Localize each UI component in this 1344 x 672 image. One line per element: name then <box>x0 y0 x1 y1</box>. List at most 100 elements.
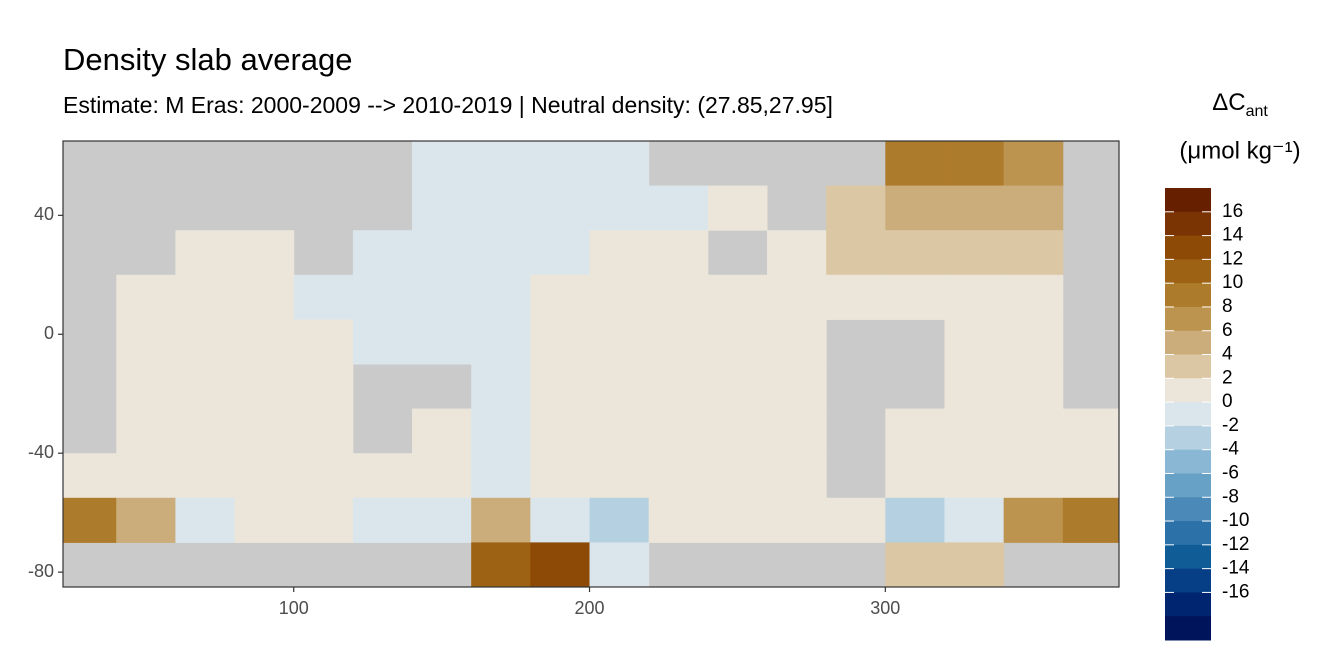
legend-label: 6 <box>1222 320 1233 341</box>
legend-swatch <box>1165 521 1211 546</box>
raster-cell <box>944 141 1005 187</box>
legend-swatch <box>1165 378 1211 403</box>
raster-cell <box>175 319 236 365</box>
raster-cell <box>293 319 354 365</box>
raster-cell <box>234 230 295 276</box>
raster-cell <box>707 497 768 543</box>
legend-label: 14 <box>1222 225 1244 246</box>
raster-cell <box>1003 185 1064 231</box>
legend-title-main: ΔC <box>1212 89 1245 116</box>
raster-cell <box>234 319 295 365</box>
raster-cell <box>471 274 531 320</box>
raster-cell <box>234 453 295 499</box>
raster-cell <box>471 497 531 543</box>
legend-label: -12 <box>1222 534 1249 555</box>
legend-swatch <box>1165 616 1211 641</box>
raster-cell <box>234 274 295 320</box>
raster-cell <box>1003 497 1064 543</box>
raster-cell <box>63 453 117 499</box>
raster-cell <box>944 185 1005 231</box>
legend-label: 8 <box>1222 296 1233 317</box>
raster-cell <box>412 408 472 454</box>
legend-swatch <box>1165 259 1211 284</box>
raster-cell <box>530 453 591 499</box>
raster-cell <box>1062 497 1119 543</box>
raster-cell <box>175 230 236 276</box>
raster-cell <box>175 408 236 454</box>
raster-cell <box>944 453 1005 499</box>
raster-cell <box>471 185 531 231</box>
raster-cell <box>767 453 827 499</box>
legend-swatch <box>1165 235 1211 260</box>
raster-cell <box>1003 408 1064 454</box>
legend-label: -4 <box>1222 439 1239 460</box>
raster-cell <box>116 274 176 320</box>
raster-cell <box>944 274 1005 320</box>
raster-cell <box>589 453 650 499</box>
raster-cell <box>1003 230 1064 276</box>
raster-cell <box>471 542 531 587</box>
raster-cell <box>530 141 591 187</box>
legend-swatch <box>1165 568 1211 593</box>
y-tick-label: 40 <box>34 204 54 224</box>
raster-cell <box>234 364 295 410</box>
raster-cell <box>352 230 413 276</box>
legend-title: ΔCant <box>1212 89 1268 120</box>
legend-swatch <box>1165 330 1211 356</box>
raster-cell <box>767 319 827 365</box>
raster-cell <box>530 185 591 231</box>
raster-cell <box>293 497 354 543</box>
raster-cell <box>885 408 945 454</box>
raster-cell <box>471 408 531 454</box>
raster-cell <box>1003 319 1064 365</box>
raster-cell <box>826 185 886 231</box>
raster-cell <box>826 230 886 276</box>
legend-swatch <box>1165 402 1211 427</box>
raster-cell <box>648 185 709 231</box>
x-tick-label: 100 <box>279 598 309 618</box>
raster-cell <box>293 364 354 410</box>
raster-cell <box>412 185 472 231</box>
raster-cell <box>589 408 650 454</box>
raster-cell <box>944 319 1005 365</box>
raster-cell <box>707 185 768 231</box>
raster-cell <box>707 408 768 454</box>
raster-cell <box>885 185 945 231</box>
raster-cell <box>1003 141 1064 187</box>
legend-label: -10 <box>1222 510 1249 531</box>
raster-cell <box>293 408 354 454</box>
legend-label: 12 <box>1222 248 1243 269</box>
legend-label: 4 <box>1222 344 1233 365</box>
raster-cell <box>767 230 827 276</box>
raster-cell <box>530 319 591 365</box>
legend-swatch <box>1165 188 1211 213</box>
legend-swatch <box>1165 425 1211 451</box>
raster-cell <box>116 408 176 454</box>
raster-cell <box>234 408 295 454</box>
raster-cell <box>116 497 176 543</box>
legend-label: -2 <box>1222 415 1239 436</box>
legend-swatch <box>1165 354 1211 379</box>
raster-cell <box>589 497 650 543</box>
raster-cell <box>1062 453 1119 499</box>
raster-cell <box>826 274 886 320</box>
legend-label: 0 <box>1222 391 1233 412</box>
raster-cell <box>530 230 591 276</box>
raster-cell <box>471 319 531 365</box>
legend-swatch <box>1165 497 1211 522</box>
raster-cell <box>648 230 709 276</box>
legend-label: 10 <box>1222 272 1243 293</box>
raster-cell <box>648 453 709 499</box>
raster-cell <box>412 141 472 187</box>
raster-cell <box>707 453 768 499</box>
raster-cell <box>944 542 1005 587</box>
raster-cell <box>175 497 236 543</box>
legend-swatch <box>1165 592 1211 617</box>
legend-label: -6 <box>1222 462 1239 483</box>
raster-cell <box>648 274 709 320</box>
legend-label: -16 <box>1222 581 1249 602</box>
raster-cell <box>589 542 650 587</box>
raster-cell <box>175 453 236 499</box>
